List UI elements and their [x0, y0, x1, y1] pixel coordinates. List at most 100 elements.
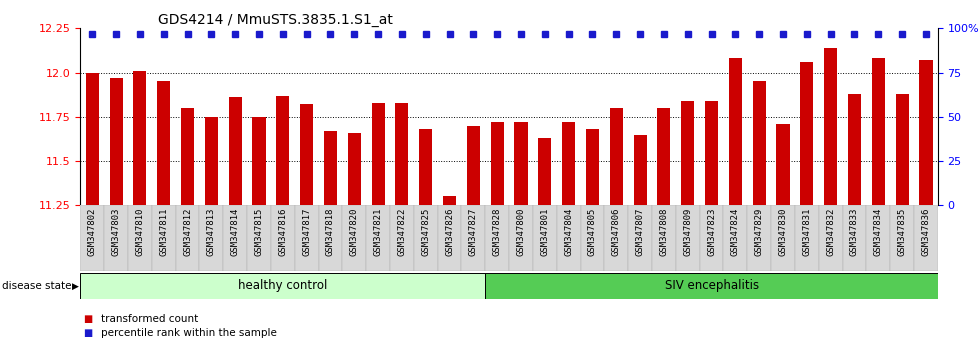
Bar [510, 205, 533, 271]
Text: GSM347801: GSM347801 [540, 208, 550, 256]
Bar [276, 96, 289, 205]
Bar [801, 62, 813, 205]
Bar [866, 205, 890, 271]
Text: healthy control: healthy control [238, 279, 327, 292]
Bar [563, 122, 575, 205]
Text: GDS4214 / MmuSTS.3835.1.S1_at: GDS4214 / MmuSTS.3835.1.S1_at [158, 13, 392, 27]
Text: GSM347810: GSM347810 [135, 208, 144, 256]
Text: ▶: ▶ [72, 281, 78, 291]
Bar [443, 196, 456, 205]
Bar [485, 205, 510, 271]
Text: transformed count: transformed count [101, 314, 198, 324]
Text: GSM347823: GSM347823 [708, 208, 716, 256]
Bar [223, 205, 247, 271]
Bar [228, 97, 242, 205]
Bar [729, 58, 742, 205]
Bar [557, 205, 580, 271]
Bar [390, 205, 414, 271]
Bar [462, 205, 485, 271]
Text: GSM347807: GSM347807 [636, 208, 645, 256]
Bar [580, 205, 605, 271]
Text: GSM347822: GSM347822 [398, 208, 407, 256]
Text: GSM347804: GSM347804 [564, 208, 573, 256]
Bar [247, 205, 270, 271]
Text: GSM347808: GSM347808 [660, 208, 668, 256]
Bar [318, 205, 342, 271]
Text: GSM347831: GSM347831 [803, 208, 811, 256]
Bar [253, 117, 266, 205]
Bar [872, 58, 885, 205]
Bar [824, 48, 837, 205]
Text: ■: ■ [83, 314, 92, 324]
Bar [890, 205, 914, 271]
Bar [658, 108, 670, 205]
Bar [371, 103, 385, 205]
Bar [157, 81, 171, 205]
Bar [681, 101, 694, 205]
Bar [80, 273, 485, 299]
Bar [533, 205, 557, 271]
Text: GSM347825: GSM347825 [421, 208, 430, 256]
Bar [676, 205, 700, 271]
Bar [795, 205, 818, 271]
Text: GSM347826: GSM347826 [445, 208, 454, 256]
Bar [914, 205, 938, 271]
Bar [128, 205, 152, 271]
Text: GSM347812: GSM347812 [183, 208, 192, 256]
Bar [843, 205, 866, 271]
Bar [200, 205, 223, 271]
Bar [300, 104, 314, 205]
Bar [633, 135, 647, 205]
Bar [80, 205, 104, 271]
Text: GSM347806: GSM347806 [612, 208, 620, 256]
Bar [438, 205, 462, 271]
Text: GSM347833: GSM347833 [850, 208, 859, 256]
Bar [748, 205, 771, 271]
Text: GSM347800: GSM347800 [516, 208, 525, 256]
Text: GSM347830: GSM347830 [778, 208, 788, 256]
Bar [419, 129, 432, 205]
Bar [414, 205, 438, 271]
Bar [586, 129, 599, 205]
Bar [610, 108, 623, 205]
Bar [919, 60, 933, 205]
Bar [538, 138, 552, 205]
Text: GSM347828: GSM347828 [493, 208, 502, 256]
Text: GSM347829: GSM347829 [755, 208, 763, 256]
Text: GSM347805: GSM347805 [588, 208, 597, 256]
Bar [605, 205, 628, 271]
Text: GSM347815: GSM347815 [255, 208, 264, 256]
Text: GSM347824: GSM347824 [731, 208, 740, 256]
Text: GSM347813: GSM347813 [207, 208, 216, 256]
Bar [133, 71, 146, 205]
Bar [466, 126, 480, 205]
Text: percentile rank within the sample: percentile rank within the sample [101, 329, 276, 338]
Text: GSM347809: GSM347809 [683, 208, 692, 256]
Text: GSM347821: GSM347821 [373, 208, 382, 256]
Bar [776, 124, 790, 205]
Text: GSM347820: GSM347820 [350, 208, 359, 256]
Bar [628, 205, 652, 271]
Bar [205, 117, 218, 205]
Bar [753, 81, 765, 205]
Text: GSM347836: GSM347836 [921, 208, 930, 256]
Bar [818, 205, 843, 271]
Bar [324, 131, 337, 205]
Bar [848, 94, 861, 205]
Bar [85, 73, 99, 205]
Bar [771, 205, 795, 271]
Bar [395, 103, 409, 205]
Text: GSM347816: GSM347816 [278, 208, 287, 256]
Text: GSM347814: GSM347814 [230, 208, 240, 256]
Text: disease state: disease state [2, 281, 72, 291]
Text: GSM347817: GSM347817 [302, 208, 311, 256]
Text: GSM347811: GSM347811 [159, 208, 169, 256]
Text: ■: ■ [83, 329, 92, 338]
Bar [514, 122, 527, 205]
Bar [104, 205, 128, 271]
Bar [700, 205, 723, 271]
Text: GSM347827: GSM347827 [468, 208, 478, 256]
Bar [367, 205, 390, 271]
Bar [270, 205, 295, 271]
Bar [491, 122, 504, 205]
